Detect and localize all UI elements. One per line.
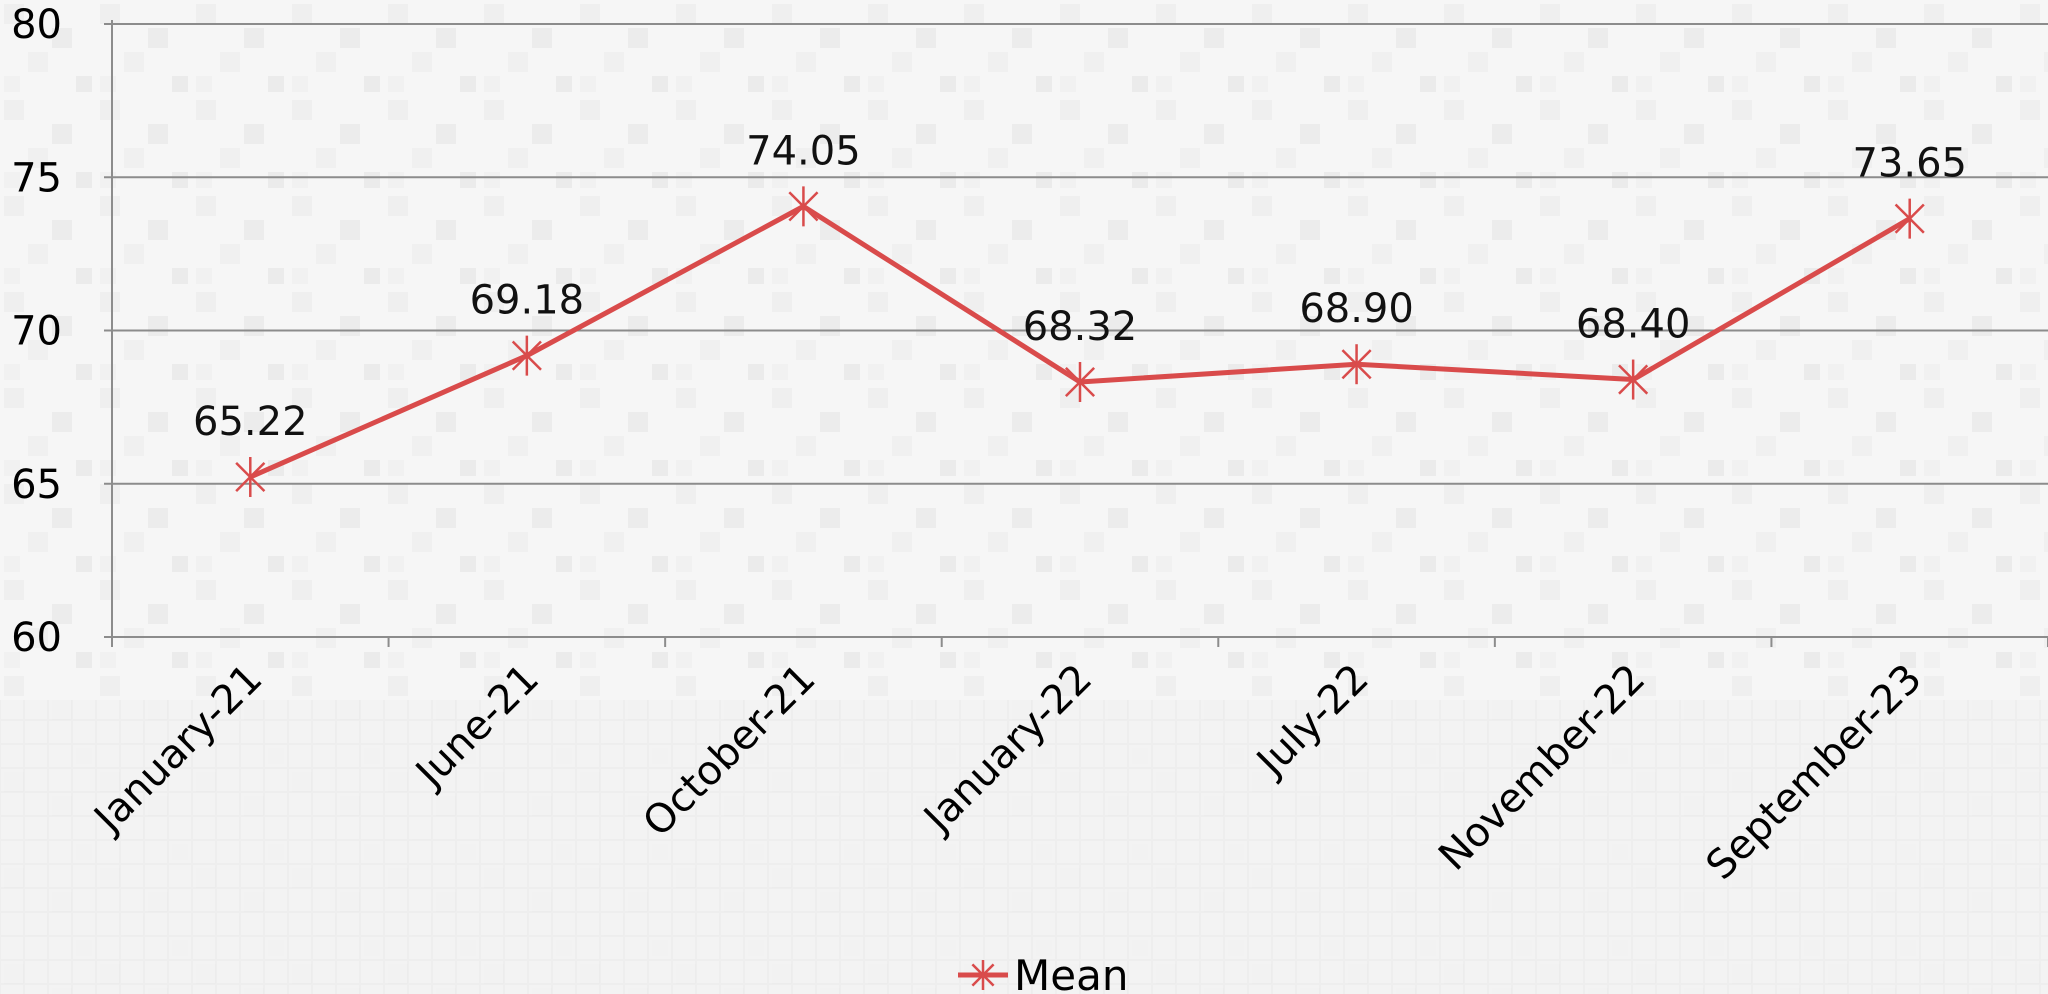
y-tick-label: 80 (11, 2, 62, 48)
data-labels: 65.22 69.18 74.05 68.32 68.90 68.40 73.65 (193, 128, 1967, 445)
y-tick-labels: 60 65 70 75 80 (11, 2, 62, 661)
data-label: 73.65 (1852, 141, 1967, 187)
data-point (788, 186, 819, 227)
series-mean (235, 186, 1925, 498)
data-label: 74.05 (746, 128, 861, 174)
gridlines (112, 23, 2048, 485)
y-tick-label: 65 (11, 462, 62, 508)
data-label: 68.90 (1299, 286, 1414, 332)
data-label: 68.40 (1576, 302, 1691, 348)
data-point (1618, 359, 1649, 400)
data-point (511, 335, 542, 376)
y-tick-label: 60 (11, 615, 62, 661)
legend: Mean (958, 951, 1128, 994)
legend-marker-icon (971, 960, 995, 990)
data-point (1341, 344, 1372, 385)
data-point (1894, 198, 1925, 239)
y-tick-label: 75 (11, 155, 62, 201)
data-label: 68.32 (1023, 304, 1138, 350)
data-label: 65.22 (193, 399, 308, 445)
legend-label: Mean (1014, 951, 1128, 994)
data-point (1064, 361, 1096, 402)
background-tiles (0, 700, 2048, 994)
data-point (235, 457, 266, 498)
y-tick-label: 70 (11, 309, 62, 355)
axes (104, 20, 2048, 647)
data-label: 69.18 (470, 278, 585, 324)
